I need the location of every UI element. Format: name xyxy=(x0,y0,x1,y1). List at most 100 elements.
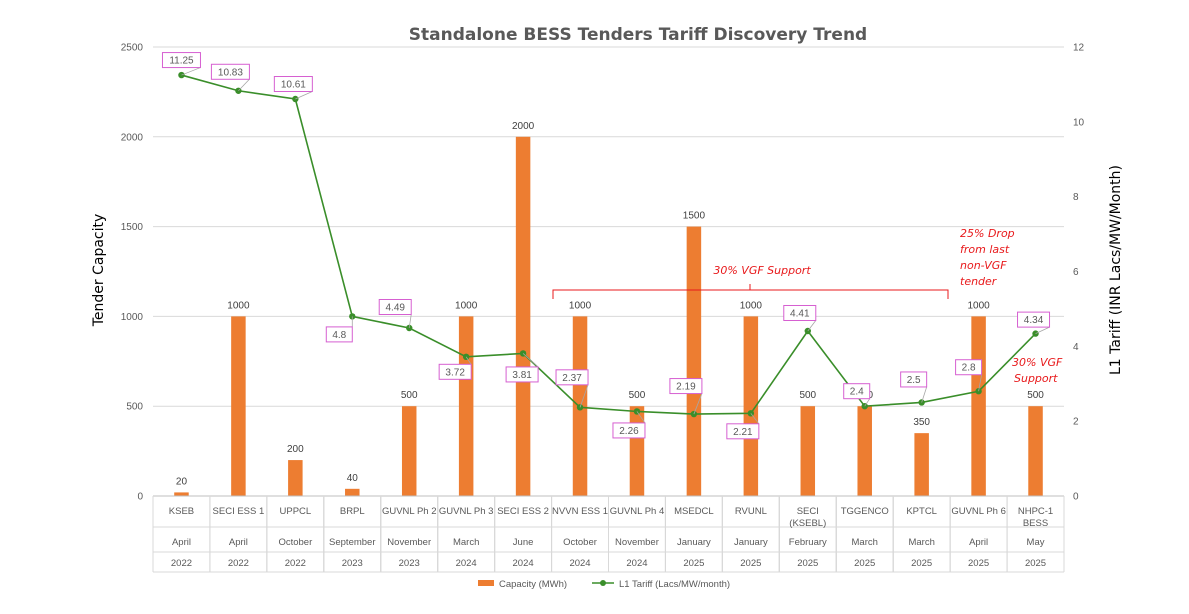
category-year-label: 2024 xyxy=(456,558,477,569)
vgf-bracket xyxy=(552,284,949,299)
legend-label-tariff: L1 Tariff (Lacs/MW/month) xyxy=(619,579,730,590)
category-month-label: September xyxy=(329,537,375,548)
left-tick-label: 0 xyxy=(137,492,143,503)
leader-line xyxy=(295,91,313,100)
category-month-label: June xyxy=(513,537,534,548)
tariff-label-box xyxy=(955,359,983,376)
category-name-label: (KSEBL) xyxy=(789,518,826,529)
leader-line xyxy=(181,67,201,76)
category-name-label: BRPL xyxy=(340,506,365,517)
tariff-label-box xyxy=(325,326,353,343)
bar xyxy=(857,406,872,496)
category-name-label: GUVNL Ph 6 xyxy=(951,506,1006,517)
category-month-label: January xyxy=(734,537,768,548)
line-point xyxy=(292,95,299,103)
category-axis: KSEB April 2022 SECI ESS 1 April 2022 UPPCL Oct… xyxy=(152,495,1065,573)
bar-value-label: 1500 xyxy=(683,211,706,222)
bar-value-label: 500 xyxy=(799,390,816,401)
category-year-label: 2022 xyxy=(171,558,192,569)
bar xyxy=(515,136,531,497)
leader-line xyxy=(579,384,589,408)
tariff-label-box xyxy=(612,422,646,439)
vgf-note-line-2: Support xyxy=(1014,372,1058,385)
right-tick-label: 4 xyxy=(1073,342,1079,353)
tariff-value-label: 4.41 xyxy=(790,308,810,319)
bar xyxy=(686,226,702,496)
bar xyxy=(743,316,759,496)
category-month-label: November xyxy=(615,537,659,548)
category-name-label: SECI xyxy=(797,506,819,517)
category-year-label: 2025 xyxy=(854,558,875,569)
right-tick-label: 2 xyxy=(1073,417,1079,428)
left-tick-label: 2500 xyxy=(121,43,144,54)
bar-value-label: 500 xyxy=(1027,390,1044,401)
category-name-label: TGGENCO xyxy=(841,506,889,517)
category-name-label: UPPCL xyxy=(280,506,312,517)
bar xyxy=(345,488,360,496)
category-name-label: KSEB xyxy=(169,506,194,517)
category-month-label: October xyxy=(563,537,597,548)
tariff-label-box xyxy=(438,363,472,380)
right-tick-label: 0 xyxy=(1073,492,1079,503)
bar-value-label: 20 xyxy=(176,476,188,487)
category-month-label: January xyxy=(677,537,711,548)
bar xyxy=(971,316,986,496)
bar-value-label: 1000 xyxy=(740,300,763,311)
tariff-label-box xyxy=(378,298,412,315)
leader-line xyxy=(864,398,871,407)
drop-note-line-3: non-VGF xyxy=(960,259,1007,272)
line-point xyxy=(633,408,641,415)
bar xyxy=(629,406,645,496)
line-series xyxy=(178,71,1039,418)
leader-line xyxy=(636,411,646,424)
category-year-label: 2022 xyxy=(285,558,306,569)
tariff-label-box xyxy=(161,52,201,69)
tariff-value-label: 2.8 xyxy=(962,363,976,374)
category-month-label: April xyxy=(229,537,248,548)
leader-line xyxy=(693,393,703,415)
category-year-label: 2025 xyxy=(740,558,761,569)
left-axis-title: Tender Capacity xyxy=(91,214,107,328)
legend: Capacity (MWh) L1 Tariff (Lacs/MW/month) xyxy=(478,579,730,590)
tariff-label-box xyxy=(669,378,703,395)
category-month-label: February xyxy=(789,537,827,548)
tariff-value-label: 10.83 xyxy=(218,67,243,78)
tariff-label-box xyxy=(505,366,539,383)
category-month-label: March xyxy=(852,537,878,548)
bar xyxy=(288,460,303,496)
bar xyxy=(458,316,474,496)
category-name-label: GUVNL Ph 4 xyxy=(610,506,665,517)
leader-line xyxy=(921,386,928,403)
vgf-bracket-label: 30% VGF Support xyxy=(713,264,811,277)
bar xyxy=(800,406,816,496)
tariff-value-label: 2.19 xyxy=(676,382,696,393)
tariff-value-label: 4.34 xyxy=(1024,315,1044,326)
bar-value-label: 2000 xyxy=(512,121,535,132)
tariff-value-label: 4.49 xyxy=(385,302,405,313)
category-month-label: March xyxy=(453,537,479,548)
leader-line xyxy=(465,356,472,365)
leader-line xyxy=(238,79,250,92)
tariff-label-box xyxy=(900,371,928,388)
right-axis-ticks: 0 2 4 6 8 10 12 xyxy=(1073,43,1085,503)
category-name-label: RVUNL xyxy=(735,506,767,517)
line-point xyxy=(349,313,356,320)
drop-note-line-4: tender xyxy=(960,275,998,288)
category-month-label: April xyxy=(172,537,191,548)
category-name-label: GUVNL Ph 2 xyxy=(382,506,437,517)
tariff-value-label: 2.5 xyxy=(907,375,921,386)
category-year-label: 2025 xyxy=(968,558,989,569)
bar-data-labels: 20 1000 200 40 500 1000 2000 1000 500 1500 1000 500… xyxy=(176,121,1044,488)
leader-line xyxy=(1035,326,1050,334)
line-data-labels: 11.25 10.83 10.61 4.8 4.49 3.72 3.81 2.37 2.26 2.… xyxy=(161,52,1051,440)
category-year-label: 2024 xyxy=(569,558,590,569)
bar-value-label: 1000 xyxy=(967,300,990,311)
drop-note-line-2: from last xyxy=(960,243,1010,256)
right-axis-title: L1 Tariff (INR Lacs/MW/Month) xyxy=(1108,165,1124,375)
leader-line xyxy=(978,374,982,392)
chart-title: Standalone BESS Tenders Tariff Discovery… xyxy=(409,25,867,45)
leader-line xyxy=(408,314,412,329)
tariff-line xyxy=(181,74,1037,415)
left-tick-label: 1000 xyxy=(121,312,144,323)
